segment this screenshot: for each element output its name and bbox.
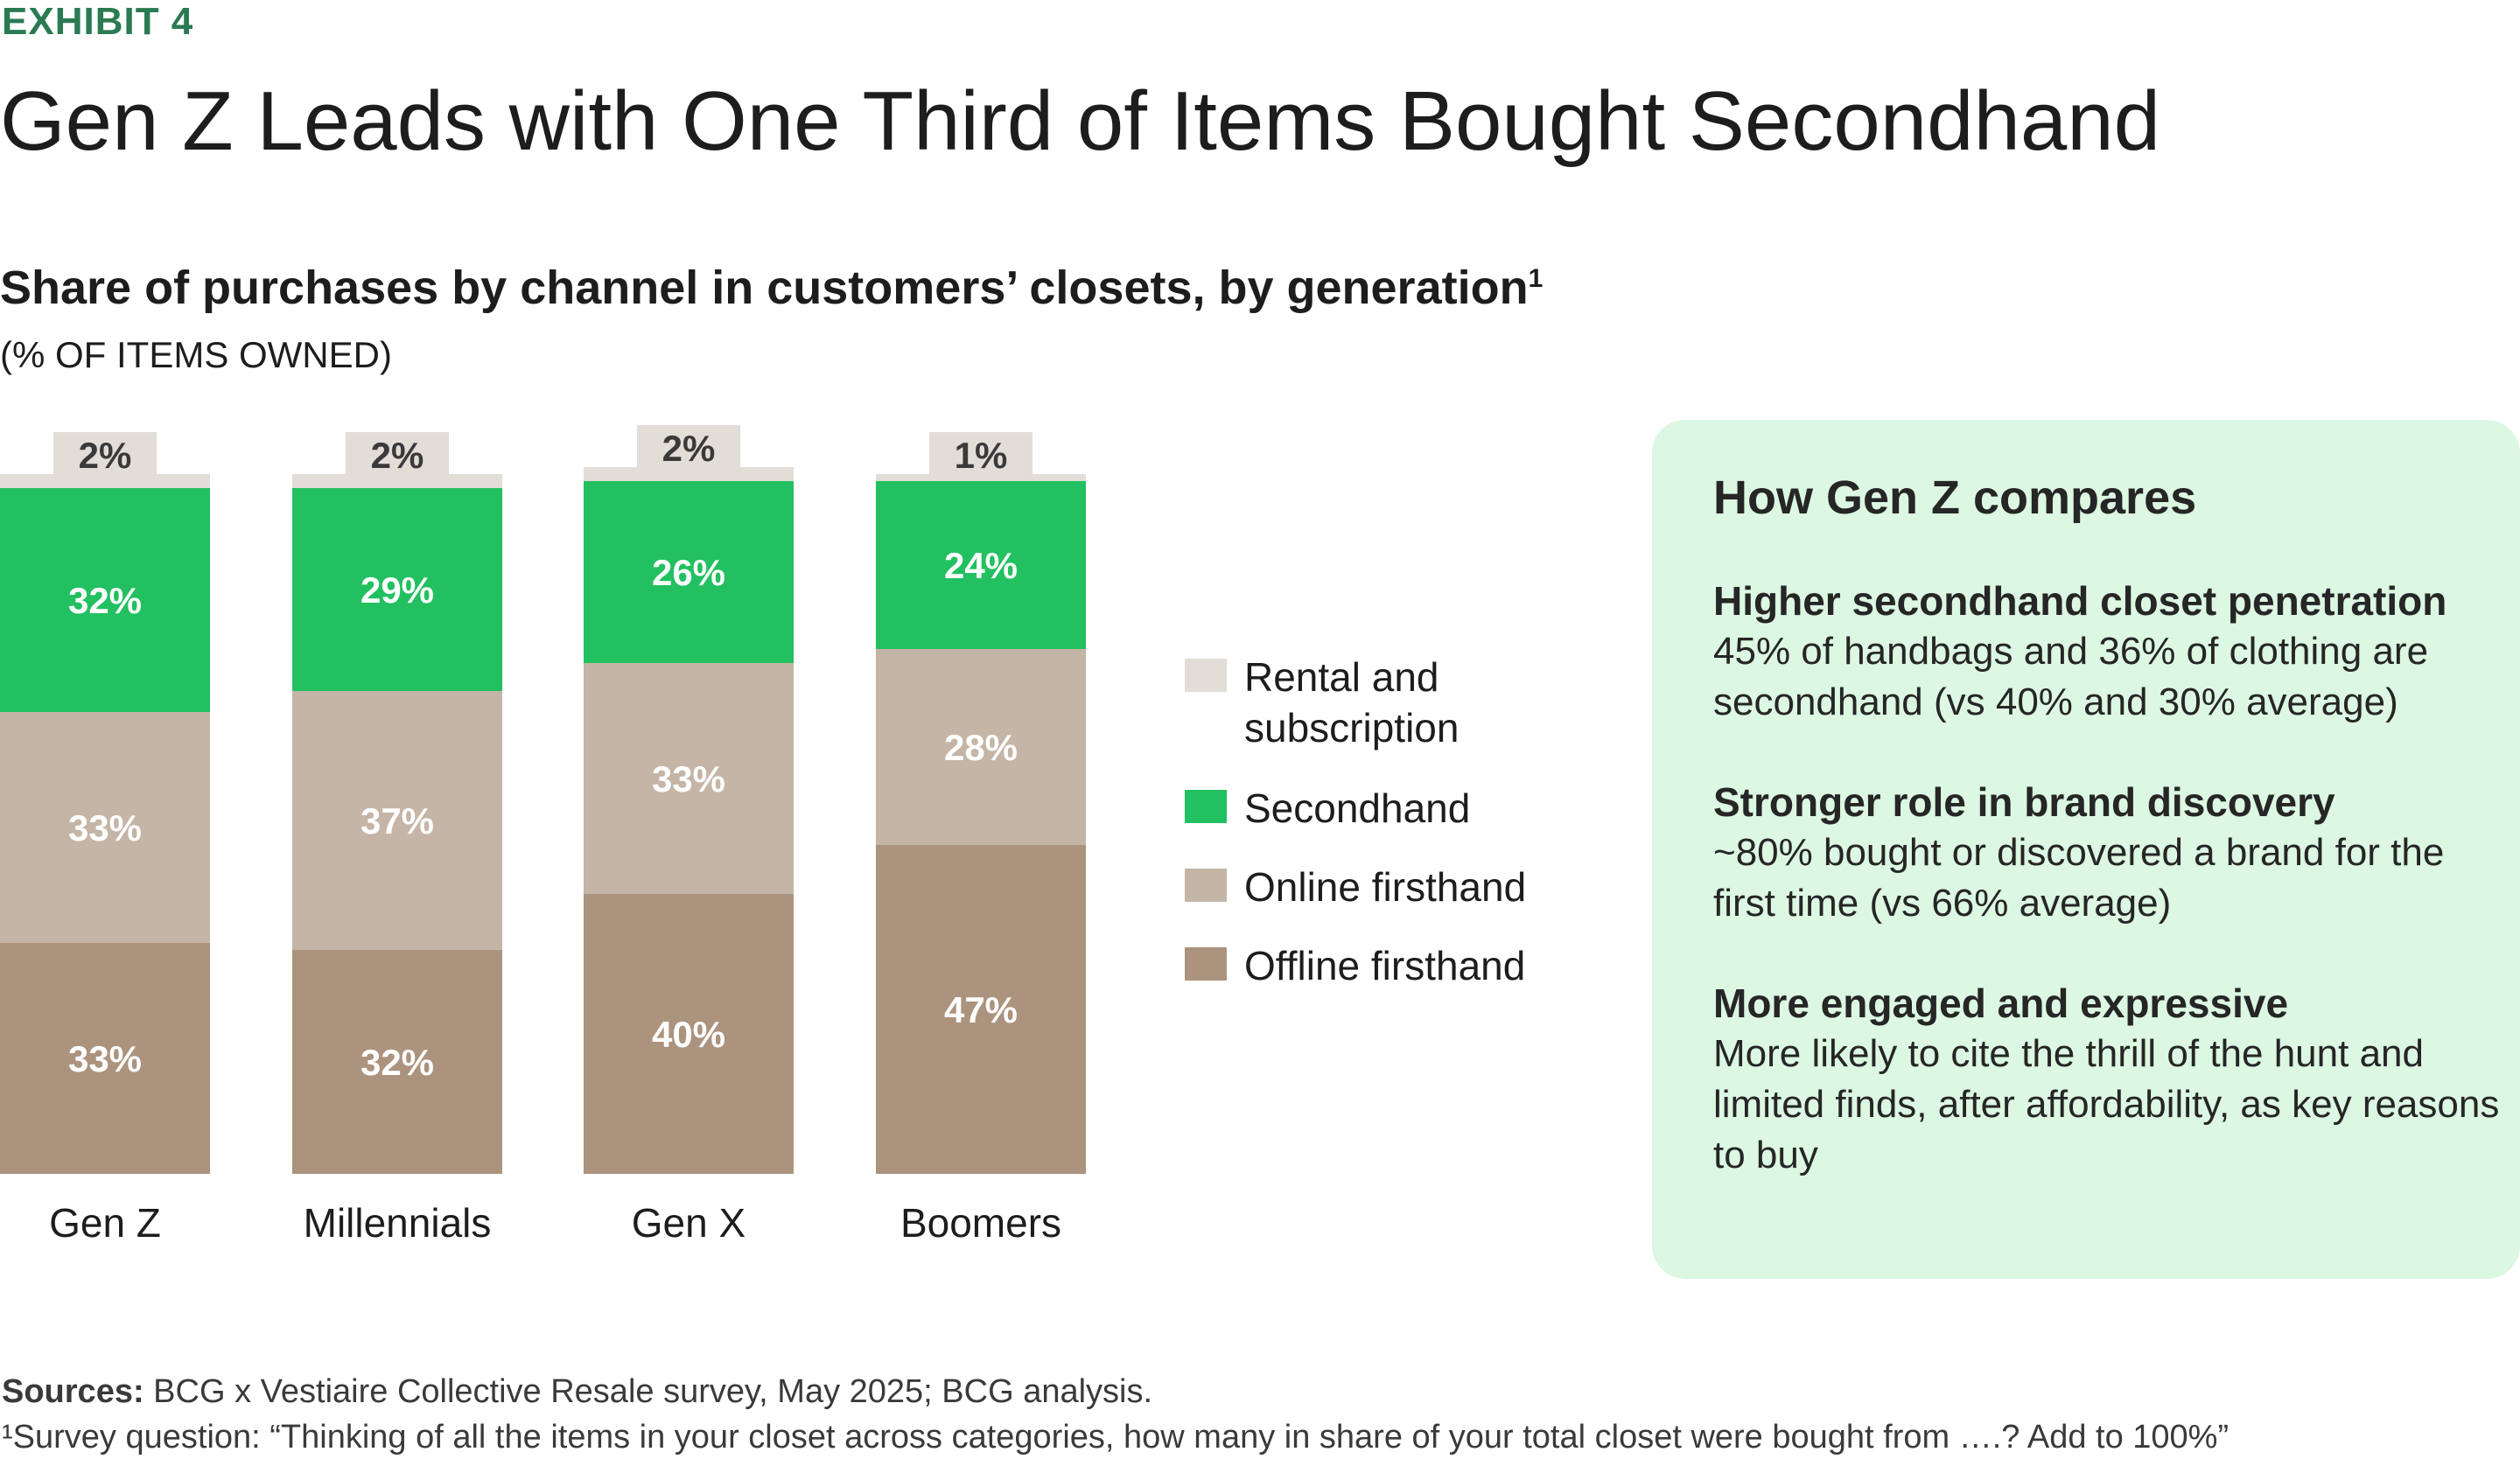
footnote: ¹Survey question: “Thinking of all the i… <box>2 1419 2230 1456</box>
panel-point-heading: More engaged and expressive <box>1713 981 2289 1026</box>
bar-segment-millennials-secondhand <box>292 488 502 691</box>
bar-segment-gen-x-offline-firsthand <box>584 894 794 1174</box>
bar-segment-boomers-online-firsthand <box>876 649 1086 845</box>
sources-label: Sources: <box>2 1373 144 1410</box>
legend-swatch-secondhand <box>1185 790 1227 823</box>
data-label-gen-z-rental-and-subscription: 2% <box>79 435 132 476</box>
data-label-gen-x-rental-and-subscription: 2% <box>662 428 716 469</box>
panel-point-discovery: Stronger role in brand discovery ~80% bo… <box>1713 777 2501 929</box>
unit-label: (% OF ITEMS OWNED) <box>0 334 392 375</box>
value-tag-millennials <box>346 432 449 479</box>
panel-point-text: More likely to cite the thrill of the hu… <box>1713 1032 2500 1176</box>
sources-text: BCG x Vestiaire Collective Resale survey… <box>144 1373 1153 1410</box>
bar-segment-millennials-offline-firsthand <box>292 950 502 1174</box>
data-label-boomers-secondhand: 24% <box>944 545 1018 586</box>
legend-label-offline: Offline firsthand <box>1244 943 1526 988</box>
chart-subtitle: Share of purchases by channel in custome… <box>0 261 1543 315</box>
data-label-gen-z-secondhand: 32% <box>68 580 142 621</box>
panel-point-heading: Stronger role in brand discovery <box>1713 779 2335 825</box>
data-label-gen-x-online-firsthand: 33% <box>652 758 725 799</box>
data-label-gen-x-offline-firsthand: 40% <box>652 1014 725 1055</box>
legend-label-online: Online firsthand <box>1244 864 1527 910</box>
bar-segment-boomers-offline-firsthand <box>876 845 1086 1174</box>
legend-label-rental: Rental and subscription <box>1244 654 1460 750</box>
legend-swatch-rental <box>1185 659 1227 692</box>
page-title: Gen Z Leads with One Third of Items Boug… <box>0 74 2161 168</box>
category-label-boomers: Boomers <box>900 1200 1061 1246</box>
bar-segment-gen-z-online-firsthand <box>0 712 210 943</box>
panel-heading: How Gen Z compares <box>1713 471 2197 524</box>
data-label-millennials-online-firsthand: 37% <box>360 800 434 841</box>
data-label-boomers-offline-firsthand: 47% <box>944 989 1018 1030</box>
data-label-millennials-secondhand: 29% <box>360 569 434 611</box>
panel-point-text: 45% of handbags and 36% of clothing are … <box>1713 630 2429 723</box>
data-label-boomers-online-firsthand: 28% <box>944 727 1018 768</box>
exhibit-label: EXHIBIT 4 <box>2 0 194 43</box>
data-label-gen-x-secondhand: 26% <box>652 552 725 593</box>
chart-subtitle-text: Share of purchases by channel in custome… <box>0 262 1529 314</box>
bar-segment-millennials-online-firsthand <box>292 691 502 950</box>
panel-point-heading: Higher secondhand closet penetration <box>1713 578 2447 624</box>
value-tag-boomers <box>929 432 1032 479</box>
stacked-bar-chart: 33% 33% 32% 2% Gen Z 32% 37% 29% 2% Millennials 40… <box>0 425 1086 1246</box>
bar-segment-gen-z-offline-firsthand <box>0 943 210 1174</box>
data-label-millennials-rental-and-subscription: 2% <box>371 435 424 476</box>
footnote-mark: 1 <box>1528 264 1544 293</box>
sources-note: Sources: BCG x Vestiaire Collective Resa… <box>2 1373 1152 1411</box>
panel-point-engagement: More engaged and expressive More likely … <box>1713 978 2501 1181</box>
legend-swatch-offline <box>1185 947 1227 981</box>
value-tag-gen-x <box>637 425 740 472</box>
bar-segment-gen-z-secondhand <box>0 488 210 712</box>
panel-point-penetration: Higher secondhand closet penetration 45%… <box>1713 576 2501 728</box>
category-label-millennials: Millennials <box>304 1200 492 1246</box>
data-label-gen-z-online-firsthand: 33% <box>68 807 142 848</box>
legend-label-secondhand: Secondhand <box>1244 785 1471 831</box>
value-tag-gen-z <box>53 432 157 479</box>
data-label-millennials-offline-firsthand: 32% <box>360 1042 434 1083</box>
panel-point-text: ~80% bought or discovered a brand for th… <box>1713 831 2445 925</box>
bar-segment-millennials-rental-and-subscription <box>292 474 502 488</box>
category-label-gen-x: Gen X <box>632 1200 746 1246</box>
bar-segment-boomers-secondhand <box>876 481 1086 649</box>
bar-segment-gen-x-online-firsthand <box>584 663 794 894</box>
data-label-boomers-rental-and-subscription: 1% <box>955 435 1008 476</box>
bar-segment-gen-x-rental-and-subscription <box>584 467 794 481</box>
bar-segment-gen-x-secondhand <box>584 481 794 663</box>
bar-segment-gen-z-rental-and-subscription <box>0 474 210 488</box>
category-label-gen-z: Gen Z <box>49 1200 161 1246</box>
legend-swatch-online <box>1185 869 1227 902</box>
data-label-gen-z-offline-firsthand: 33% <box>68 1038 142 1079</box>
gen-z-comparison-panel: How Gen Z compares Higher secondhand clo… <box>1652 420 2520 1279</box>
